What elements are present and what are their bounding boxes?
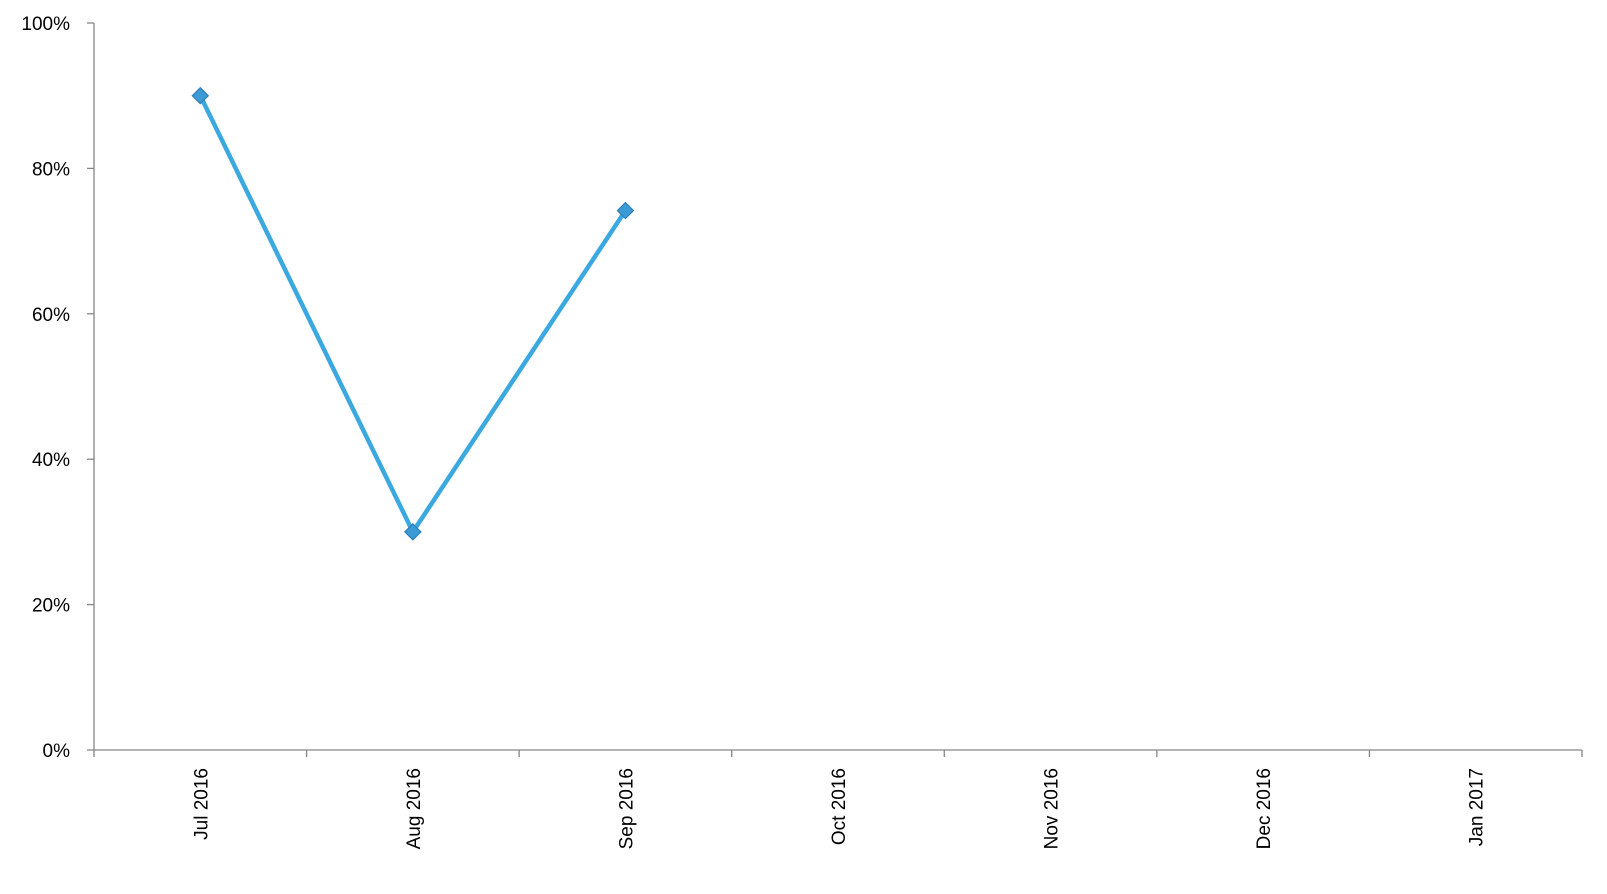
series-group xyxy=(191,86,635,541)
data-point-marker xyxy=(616,201,635,220)
y-tick-label: 80% xyxy=(32,159,70,180)
x-tick-label: Aug 2016 xyxy=(404,768,425,849)
x-tick-label: Oct 2016 xyxy=(829,768,850,845)
x-tick-label: Dec 2016 xyxy=(1254,768,1275,849)
series-line xyxy=(198,93,628,535)
x-tick-label: Nov 2016 xyxy=(1042,768,1063,849)
y-tick-label: 100% xyxy=(21,14,70,35)
x-tick-label: Sep 2016 xyxy=(616,768,637,849)
data-point-marker xyxy=(191,86,210,105)
axes xyxy=(93,23,1582,751)
y-tick-label: 0% xyxy=(43,741,71,762)
x-tick-label: Jul 2016 xyxy=(191,768,212,840)
y-tick-label: 60% xyxy=(32,305,70,326)
y-tick-label: 20% xyxy=(32,596,70,617)
data-point-marker xyxy=(404,523,422,541)
x-tick-label: Jan 2017 xyxy=(1467,768,1488,846)
y-tick-label: 40% xyxy=(32,450,70,471)
y-axis-ticks: 0% 20% 40% 60% 80% 100% xyxy=(21,14,94,762)
x-axis-ticks: Jul 2016 Aug 2016 Sep 2016 Oct 2016 Nov 2016… xyxy=(93,750,1583,849)
